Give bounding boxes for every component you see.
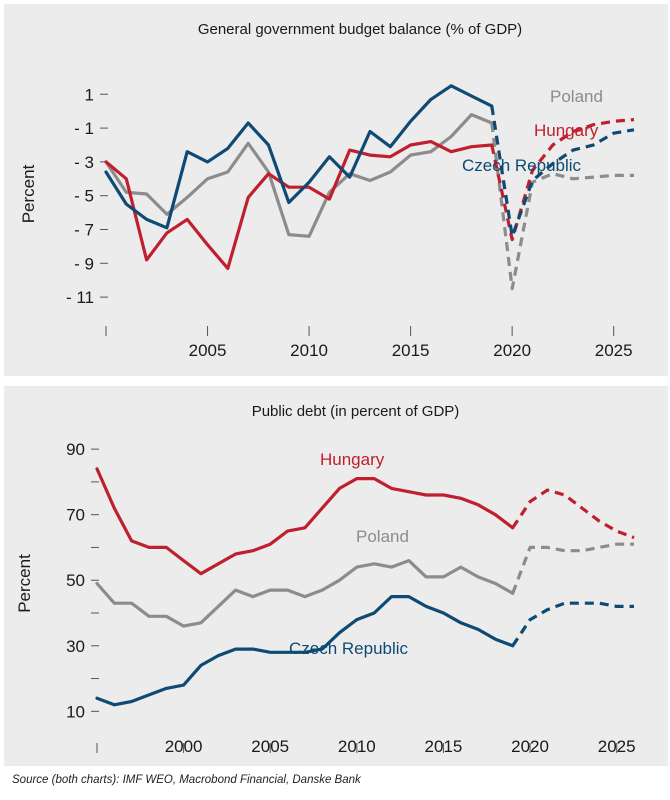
y-tick-label: 10 xyxy=(66,702,85,721)
y-axis-label: Percent xyxy=(19,164,38,223)
series-label-hungary: Hungary xyxy=(534,121,599,140)
series-label-poland: Poland xyxy=(550,87,603,106)
projection-line-czech-republic xyxy=(490,105,635,238)
y-tick-label: 1 xyxy=(85,85,94,104)
series-label-hungary: Hungary xyxy=(320,450,385,469)
series-line-czech-republic xyxy=(95,595,515,707)
public-debt-chart: Public debt (in percent of GDP) Percent 90… xyxy=(15,403,636,756)
x-tick-label: 2015 xyxy=(425,737,463,756)
public-debt-panel: Public debt (in percent of GDP) Percent 90… xyxy=(4,386,668,766)
x-tick-label: 2020 xyxy=(511,737,549,756)
projection-line-hungary xyxy=(511,488,635,540)
x-tick-label: 2010 xyxy=(290,341,328,360)
y-tick-label: 50 xyxy=(66,571,85,590)
series-label-poland: Poland xyxy=(356,527,409,546)
projection-line-poland xyxy=(511,542,634,594)
series-label-czech-republic: Czech Republic xyxy=(462,156,582,175)
x-tick-label: 2015 xyxy=(392,341,430,360)
projection-line-poland xyxy=(490,122,634,291)
y-tick-label: - 11 xyxy=(66,288,94,307)
series-line-hungary xyxy=(95,467,515,576)
y-tick-label: 90 xyxy=(66,440,85,459)
x-tick-label: 2010 xyxy=(338,737,376,756)
x-tick-label: 2000 xyxy=(165,737,203,756)
source-note: Source (both charts): IMF WEO, Macrobond… xyxy=(12,774,361,786)
series-line-hungary xyxy=(104,140,494,270)
y-axis-label: Percent xyxy=(15,554,34,613)
chart-title: General government budget balance (% of … xyxy=(198,21,522,38)
budget-balance-panel: General government budget balance (% of … xyxy=(4,4,668,376)
projection-line-czech-republic xyxy=(511,601,634,647)
x-tick-label: 2020 xyxy=(493,341,531,360)
x-tick-label: 2025 xyxy=(595,341,633,360)
y-tick-label: 30 xyxy=(66,637,85,656)
y-tick-label: - 9 xyxy=(74,254,94,273)
series-label-czech-republic: Czech Republic xyxy=(289,639,409,658)
y-tick-label: - 1 xyxy=(74,119,94,138)
series-line-poland xyxy=(104,113,494,238)
series-line-czech-republic xyxy=(104,84,494,230)
x-tick-label: 2005 xyxy=(189,341,227,360)
x-tick-label: 2025 xyxy=(598,737,636,756)
y-tick-label: - 3 xyxy=(74,153,94,172)
budget-balance-chart: General government budget balance (% of … xyxy=(19,21,635,360)
y-tick-label: - 5 xyxy=(74,187,94,206)
series-line-poland xyxy=(95,559,515,628)
y-tick-label: 70 xyxy=(66,506,85,525)
chart-title: Public debt (in percent of GDP) xyxy=(252,403,460,420)
y-tick-label: - 7 xyxy=(74,220,94,239)
x-tick-label: 2005 xyxy=(251,737,289,756)
